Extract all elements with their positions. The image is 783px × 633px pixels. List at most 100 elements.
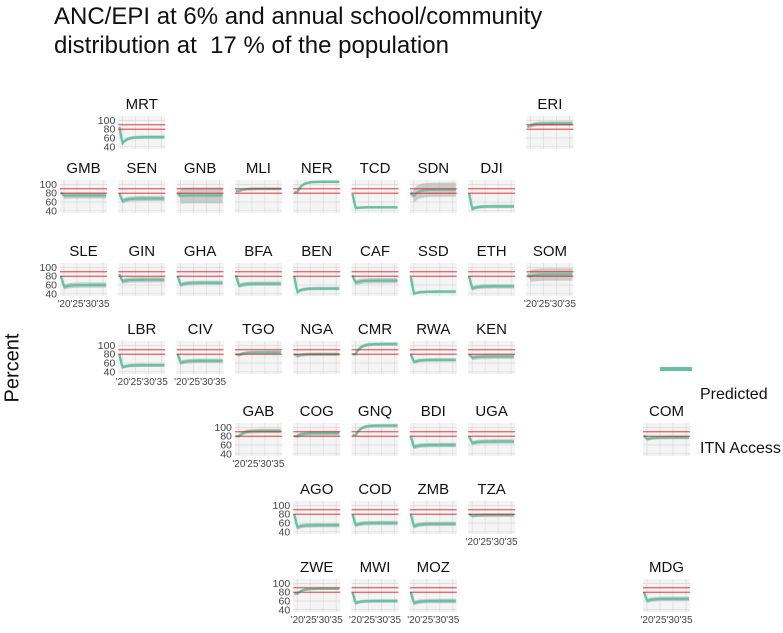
panel-background xyxy=(60,263,107,296)
y-tick-label: 80 xyxy=(45,271,57,283)
x-tick-label: '25 xyxy=(653,615,666,626)
panel-title-lbr: LBR xyxy=(127,321,156,338)
x-tick-label: '30 xyxy=(492,537,505,548)
panel-tza: TZA '20'25'30'35 xyxy=(466,481,518,548)
y-tick-label: 60 xyxy=(220,440,232,452)
panel-ssd: SSD xyxy=(409,243,457,296)
panel-background xyxy=(409,341,457,374)
y-tick-label: 40 xyxy=(279,604,291,616)
y-tick-label: 60 xyxy=(279,518,291,530)
x-tick-label: '35 xyxy=(155,377,168,388)
panel-background xyxy=(293,180,341,213)
y-tick-label: 80 xyxy=(104,124,116,136)
series-line xyxy=(59,275,107,289)
panel-title-sen: SEN xyxy=(126,160,157,177)
y-tick-label: 80 xyxy=(220,431,232,443)
panel-title-mli: MLI xyxy=(246,160,271,177)
panel-gnq: GNQ xyxy=(351,403,399,456)
legend-swatch xyxy=(660,367,692,371)
panel-bdi: BDI xyxy=(409,403,457,456)
y-tick-label: 80 xyxy=(279,509,291,521)
series-line xyxy=(409,591,456,605)
series-line xyxy=(468,513,515,518)
x-tick-label: '20 xyxy=(349,615,362,626)
x-tick-label: '20 xyxy=(174,377,187,388)
series-line xyxy=(527,273,573,278)
panel-title-gha: GHA xyxy=(184,243,217,260)
panel-mli: MLI xyxy=(234,160,282,213)
panel-background xyxy=(176,341,224,374)
x-tick-label: '20 xyxy=(232,459,245,470)
panel-tgo: TGO xyxy=(234,321,282,374)
y-tick-label: 60 xyxy=(104,358,116,370)
panel-title-gnb: GNB xyxy=(184,160,217,177)
x-tick-label: '25 xyxy=(304,615,317,626)
x-tick-label: '20 xyxy=(116,377,129,388)
series-line xyxy=(351,591,398,605)
series-line xyxy=(468,435,515,445)
panel-cog: COG xyxy=(293,403,341,456)
series-line xyxy=(352,424,398,437)
x-tick-label: '35 xyxy=(330,615,343,626)
panel-title-mrt: MRT xyxy=(126,96,158,113)
panel-civ: CIV '20'25'30'35 xyxy=(174,321,226,388)
panel-title-tza: TZA xyxy=(477,481,505,498)
panel-background xyxy=(351,423,399,456)
x-tick-label: '25 xyxy=(362,615,375,626)
legend-label-line-1: Predicted xyxy=(700,386,768,403)
panel-caf: CAF xyxy=(351,243,399,296)
chart-title-line-2: distribution at 17 % of the population xyxy=(54,32,449,59)
series-line xyxy=(352,342,398,356)
series-line xyxy=(176,275,223,287)
x-tick-label: '25 xyxy=(420,615,433,626)
y-tick-label: 60 xyxy=(104,133,116,145)
x-tick-label: '30 xyxy=(433,615,446,626)
panel-title-civ: CIV xyxy=(188,321,213,338)
series-line xyxy=(176,353,223,365)
panel-background xyxy=(468,501,516,534)
panel-title-zmb: ZMB xyxy=(417,481,449,498)
panel-cod: COD xyxy=(351,481,399,534)
panel-gha: GHA xyxy=(176,243,224,296)
x-tick-label: '25 xyxy=(479,537,492,548)
series-line xyxy=(235,351,281,357)
x-tick-label: '20 xyxy=(640,615,653,626)
y-tick-label: 100 xyxy=(214,422,232,434)
series-line xyxy=(351,513,398,527)
x-tick-label: '25 xyxy=(129,377,142,388)
panel-title-sdn: SDN xyxy=(417,160,449,177)
y-tick-label: 80 xyxy=(279,587,291,599)
panel-title-ben: BEN xyxy=(301,243,332,260)
series-line xyxy=(467,192,515,211)
series-line xyxy=(351,193,398,210)
x-tick-label: '25 xyxy=(187,377,200,388)
series-line xyxy=(410,188,456,197)
panel-title-ner: NER xyxy=(301,160,333,177)
panel-background xyxy=(293,501,341,534)
series-line xyxy=(294,180,340,194)
panel-title-caf: CAF xyxy=(360,243,390,260)
y-tick-label: 40 xyxy=(45,288,57,300)
panel-background xyxy=(351,501,399,534)
chart-title: ANC/EPI at 6% and annual school/communit… xyxy=(54,2,542,60)
panel-mwi: MWI '20'25'30'35 xyxy=(349,559,401,626)
y-tick-label: 40 xyxy=(104,366,116,378)
panel-title-cog: COG xyxy=(300,403,334,420)
y-tick-label: 60 xyxy=(45,197,57,209)
y-tick-label: 80 xyxy=(45,188,57,200)
x-tick-label: '30 xyxy=(200,377,213,388)
series-line xyxy=(409,513,456,529)
series-line xyxy=(118,192,165,203)
y-tick-label: 40 xyxy=(220,448,232,460)
panel-background xyxy=(351,579,399,612)
panel-title-tgo: TGO xyxy=(242,321,275,338)
panel-title-uga: UGA xyxy=(475,403,508,420)
uncertainty-band xyxy=(410,276,456,296)
x-tick-label: '30 xyxy=(666,615,679,626)
panel-title-com: COM xyxy=(649,403,684,420)
panel-title-gnq: GNQ xyxy=(358,403,392,420)
y-tick-label: 40 xyxy=(104,141,116,153)
